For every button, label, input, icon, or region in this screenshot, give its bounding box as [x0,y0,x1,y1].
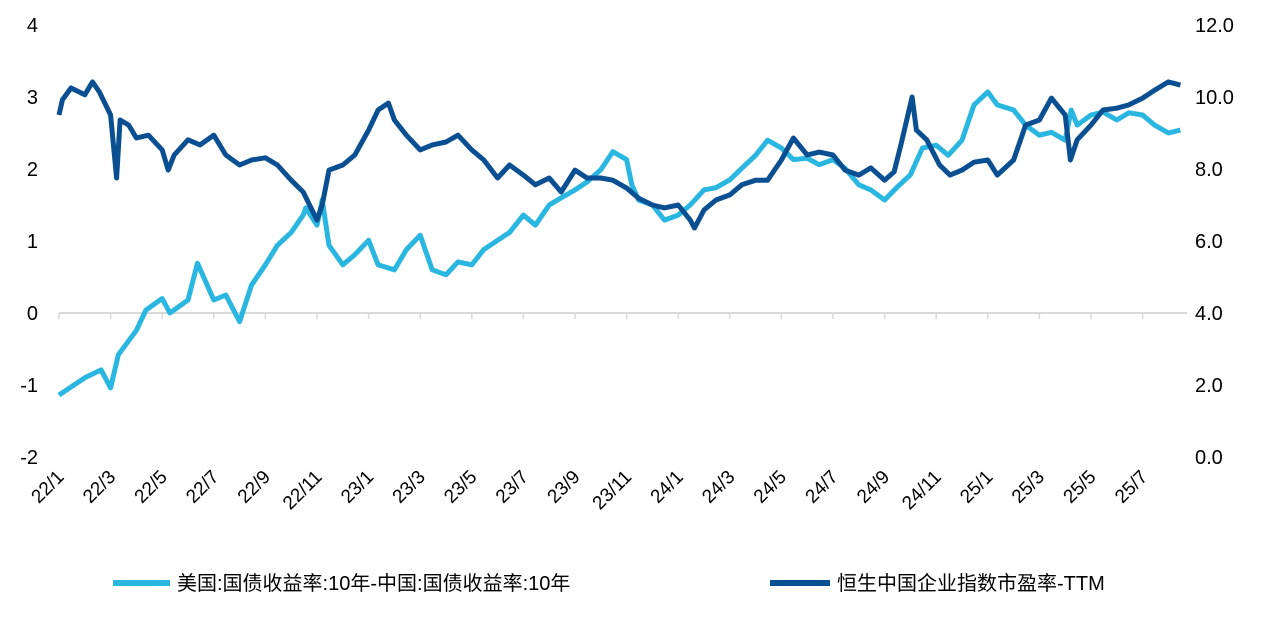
right-axis-tick-label: 4.0 [1195,303,1223,325]
right-axis-tick-label: 6.0 [1195,231,1223,253]
series-line-spread [57,89,1181,398]
legend-label-pe: 恒生中国企业指数市盈率-TTM [837,572,1105,595]
right-axis-tick-label: 8.0 [1195,159,1223,181]
left-axis-tick-label: 2 [27,159,38,181]
right-axis-tick-label: 10.0 [1195,87,1234,109]
x-axis-tick-label: 25/3 [1008,467,1049,508]
x-axis-tick-label: 24/5 [750,467,791,508]
legend-label-spread: 美国:国债收益率:10年-中国:国债收益率:10年 [177,572,570,595]
x-axis-tick-label: 22/1 [28,467,69,508]
series-line-pe [56,79,1182,231]
x-axis-tick-label: 24/7 [802,467,843,508]
x-axis-tick-label: 24/11 [898,467,945,514]
x-axis-tick-label: 23/7 [492,467,533,508]
left-axis-tick-label: 1 [27,231,38,253]
x-axis-tick-label: 24/9 [853,467,894,508]
left-axis-tick-label: 0 [27,303,38,325]
x-axis-tick-label: 22/3 [79,467,120,508]
x-axis-tick-label: 23/9 [544,467,585,508]
x-axis-tick-label: 23/3 [389,467,430,508]
x-axis-tick-label: 22/9 [234,467,275,508]
left-axis-tick-label: -1 [20,375,38,397]
right-y-axis: 12.0 10.0 8.0 6.0 4.0 2.0 0.0 [1195,15,1234,469]
x-axis-tick-label: 23/5 [440,467,481,508]
legend: 美国:国债收益率:10年-中国:国债收益率:10年 恒生中国企业指数市盈率-TT… [113,572,1105,595]
x-axis-tick-label: 22/11 [279,467,326,514]
right-axis-tick-label: 0.0 [1195,447,1223,469]
x-axis-tick-label: 23/1 [337,467,378,508]
series-lines [56,79,1182,398]
x-axis-tick-label: 24/1 [647,467,688,508]
left-axis-tick-label: 3 [27,87,38,109]
x-axis-tick-label: 25/1 [956,467,997,508]
left-y-axis: 4 3 2 1 0 -1 -2 [20,15,38,469]
x-axis-tick-label: 25/5 [1060,467,1101,508]
right-axis-tick-label: 12.0 [1195,15,1234,37]
x-axis: 22/1 22/3 22/5 22/7 22/9 22/11 23/1 23/3 23/5 23/… [28,312,1187,514]
x-axis-tick-label: 22/7 [182,467,223,508]
x-axis-tick-label: 23/11 [589,467,636,514]
left-axis-tick-label: 4 [27,15,38,37]
x-axis-tick-label: 25/7 [1111,467,1152,508]
x-axis-tick-label: 24/3 [698,467,739,508]
right-axis-tick-label: 2.0 [1195,375,1223,397]
left-axis-tick-label: -2 [20,447,38,469]
x-axis-tick-label: 22/5 [131,467,172,508]
